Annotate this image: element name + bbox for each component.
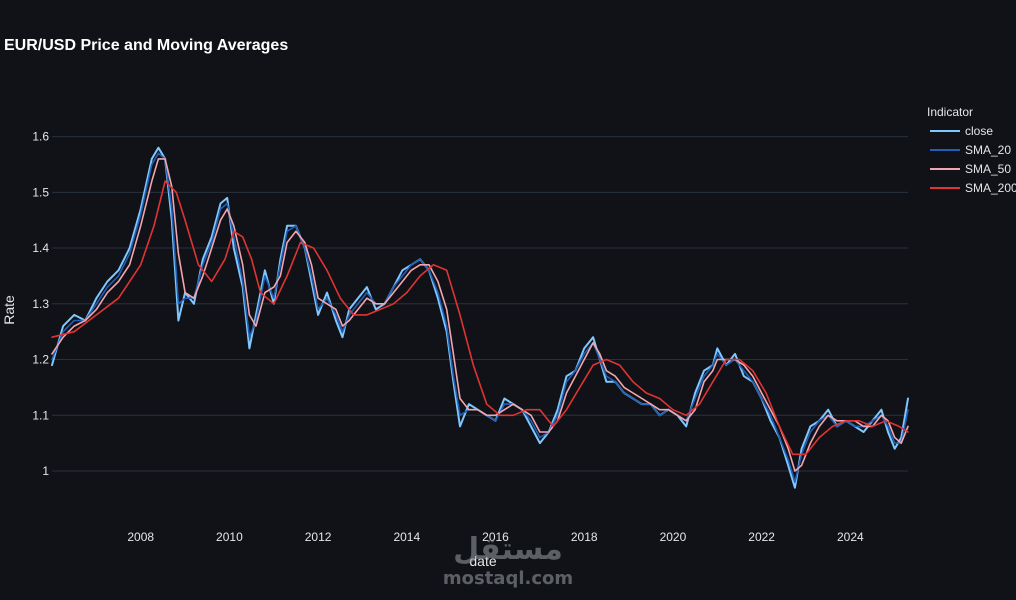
y-axis-ticks: 1 1.1 1.2 1.3 1.4 1.5 1.6 [32, 130, 49, 478]
x-tick-label: 2014 [393, 530, 420, 544]
y-axis-label: Rate [1, 295, 17, 325]
y-tick-label: 1.2 [32, 353, 49, 367]
watermark-latin: mostaql.com [443, 568, 573, 589]
x-tick-label: 2016 [482, 530, 509, 544]
x-tick-label: 2010 [216, 530, 243, 544]
x-axis-label: date [469, 553, 496, 569]
chart-title: EUR/USD Price and Moving Averages [4, 37, 288, 54]
series-line-sma-50 [51, 158, 909, 472]
y-tick-label: 1.1 [32, 408, 49, 422]
x-tick-label: 2012 [305, 530, 332, 544]
legend-label-sma-50: SMA_50 [965, 162, 1011, 176]
legend-title: Indicator [927, 105, 973, 119]
legend-label-sma-20: SMA_20 [965, 143, 1011, 157]
watermark-arabic: مستقل [453, 532, 563, 567]
grid-layer [52, 136, 908, 472]
series-line-sma-200 [51, 180, 909, 456]
y-tick-label: 1 [42, 464, 49, 478]
x-axis-ticks: 2008 2010 2012 2014 2016 2018 2020 2022 2024 [127, 530, 864, 544]
series-layer [51, 146, 909, 489]
series-line-sma-20 [51, 152, 909, 483]
legend-label-sma-200: SMA_200 [965, 181, 1016, 195]
y-tick-label: 1.4 [32, 241, 49, 255]
x-tick-label: 2018 [571, 530, 598, 544]
x-tick-label: 2008 [127, 530, 154, 544]
legend-item-sma-20[interactable]: SMA_20 [930, 143, 1011, 157]
legend-label-close: close [965, 124, 993, 138]
watermark: مستقل mostaql.com [443, 532, 573, 589]
x-tick-label: 2022 [748, 530, 775, 544]
y-tick-label: 1.5 [32, 185, 49, 199]
x-tick-label: 2024 [837, 530, 864, 544]
legend-item-close[interactable]: close [930, 124, 993, 138]
legend-item-sma-200[interactable]: SMA_200 [930, 181, 1016, 195]
y-tick-label: 1.3 [32, 297, 49, 311]
x-tick-label: 2020 [660, 530, 687, 544]
legend: Indicator close SMA_20 SMA_50 SMA_200 [927, 105, 1016, 195]
legend-item-sma-50[interactable]: SMA_50 [930, 162, 1011, 176]
y-tick-label: 1.6 [32, 130, 49, 144]
